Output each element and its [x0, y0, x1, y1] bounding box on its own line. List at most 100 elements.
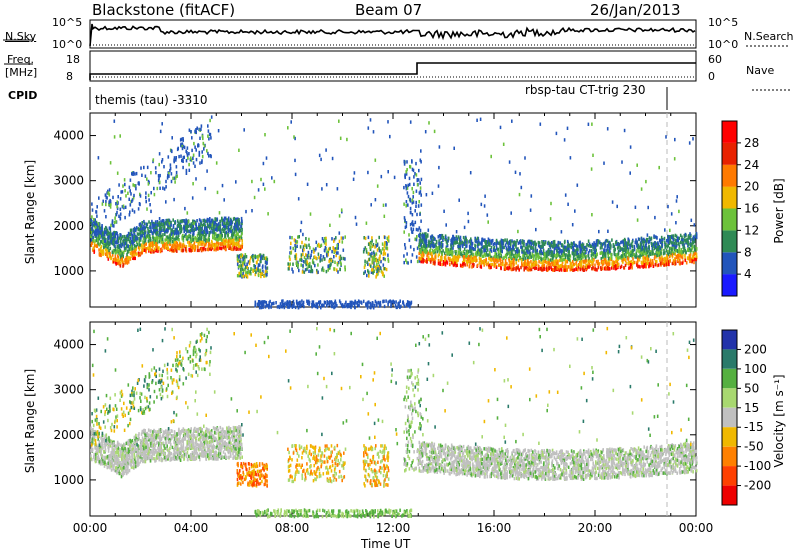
data-point [256, 255, 258, 259]
data-point [436, 250, 438, 254]
data-point [416, 259, 419, 264]
data-point [381, 270, 383, 274]
data-point [208, 220, 211, 225]
data-point [577, 248, 579, 252]
data-point [220, 228, 222, 232]
data-point [102, 199, 104, 203]
data-point [225, 223, 227, 228]
data-point [288, 305, 291, 309]
data-point [146, 165, 149, 170]
data-point [232, 217, 235, 221]
data-point [238, 273, 240, 278]
data-point [594, 263, 596, 267]
data-point [652, 249, 654, 253]
data-point [445, 245, 448, 249]
data-point [212, 233, 214, 237]
data-point [607, 242, 610, 246]
data-point [161, 158, 164, 162]
data-point [450, 261, 453, 265]
data-point [99, 249, 102, 253]
data-point [165, 185, 167, 189]
data-point [492, 242, 495, 247]
data-point [296, 240, 299, 244]
data-point [419, 243, 422, 247]
data-point [427, 242, 430, 246]
data-point [294, 239, 297, 243]
data-point [194, 227, 196, 231]
data-point [122, 254, 124, 258]
data-point [238, 221, 241, 225]
data-point [120, 243, 122, 247]
data-point [318, 244, 321, 248]
data-point [111, 241, 113, 245]
data-point [163, 225, 166, 229]
data-point [203, 147, 205, 151]
data-point [377, 269, 380, 274]
data-point [199, 242, 201, 247]
data-point [410, 210, 412, 215]
data-point [333, 267, 335, 271]
data-point [225, 230, 228, 234]
data-point [109, 246, 112, 251]
data-point [666, 239, 668, 243]
data-point [416, 246, 419, 250]
data-point [98, 236, 100, 241]
data-point [398, 302, 400, 306]
data-point [613, 248, 615, 253]
data-point [405, 200, 408, 204]
data-point [596, 239, 599, 243]
data-point [410, 302, 412, 306]
data-point [111, 232, 114, 236]
data-point [477, 245, 479, 249]
data-point [208, 238, 210, 242]
data-point [93, 221, 95, 225]
data-point [236, 274, 239, 278]
data-point [200, 124, 203, 128]
data-point [669, 238, 672, 242]
data-point [190, 224, 193, 229]
data-point [154, 166, 157, 170]
data-point [116, 240, 118, 244]
data-point [216, 246, 219, 251]
data-point [452, 255, 454, 259]
data-point [692, 250, 695, 255]
data-point [183, 244, 186, 248]
data-point [563, 268, 565, 272]
data-point [406, 260, 408, 265]
data-point [532, 257, 535, 262]
data-point [479, 241, 481, 245]
data-point [93, 231, 96, 235]
data-point [482, 246, 485, 250]
data-point [582, 264, 585, 269]
data-point [563, 265, 565, 269]
data-point [672, 238, 675, 242]
data-point [127, 260, 130, 264]
data-point [204, 247, 207, 252]
data-point [367, 242, 370, 246]
data-point [101, 250, 104, 254]
data-point [592, 244, 595, 248]
data-point [185, 171, 188, 175]
data-point [104, 248, 107, 252]
data-point [383, 299, 385, 303]
data-point [408, 182, 411, 187]
data-point [654, 255, 656, 259]
data-point [122, 264, 124, 268]
data-point [288, 263, 291, 267]
data-point [167, 240, 169, 244]
data-point [93, 241, 96, 245]
data-point [586, 243, 588, 247]
data-point [445, 240, 448, 244]
data-point [434, 255, 436, 259]
data-point [180, 248, 183, 253]
data-point [415, 227, 418, 232]
data-point [479, 253, 482, 257]
data-point [222, 225, 225, 229]
data-point [230, 239, 232, 244]
data-point [451, 259, 454, 264]
data-point [364, 270, 366, 274]
data-point [195, 157, 198, 162]
data-point [175, 237, 178, 241]
data-point [419, 228, 422, 233]
data-point [609, 257, 611, 262]
